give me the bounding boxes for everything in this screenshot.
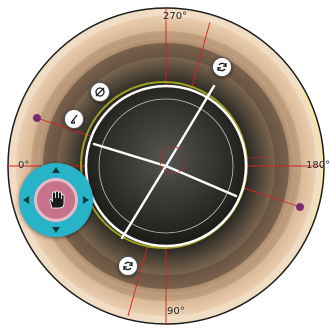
nav-left-arrow-icon[interactable] [23,196,29,204]
degree-label-270: 270° [163,11,188,22]
rotate-button-bottom[interactable] [118,256,138,276]
axis-marker[interactable] [33,114,41,122]
degree-label-0: 0° [18,160,30,171]
spoke[interactable] [164,84,216,168]
nav-down-arrow-icon[interactable] [52,227,60,233]
rotate-icon [217,62,227,72]
spoke[interactable] [120,164,168,240]
degree-label-90: 90° [167,306,185,317]
spoke[interactable] [164,164,238,198]
axis-marker[interactable] [296,203,304,211]
inner-guide-ring [98,98,234,234]
diameter-icon [95,87,105,97]
hand-icon [49,190,65,209]
nav-up-arrow-icon[interactable] [52,167,60,173]
nav-drag-handle[interactable] [34,178,78,222]
rotate-button-top[interactable] [212,57,232,77]
center-reticle[interactable] [159,146,187,174]
diameter-button[interactable] [90,82,110,102]
spokes [92,84,238,240]
angle-icon [70,114,78,124]
angle-button[interactable] [64,109,84,129]
guide-ring[interactable] [84,84,248,248]
degree-label-180: 180° [306,160,331,171]
spoke[interactable] [92,142,168,168]
navigation-pad[interactable] [19,163,93,237]
nav-right-arrow-icon[interactable] [83,196,89,204]
rotate-icon [123,261,133,271]
